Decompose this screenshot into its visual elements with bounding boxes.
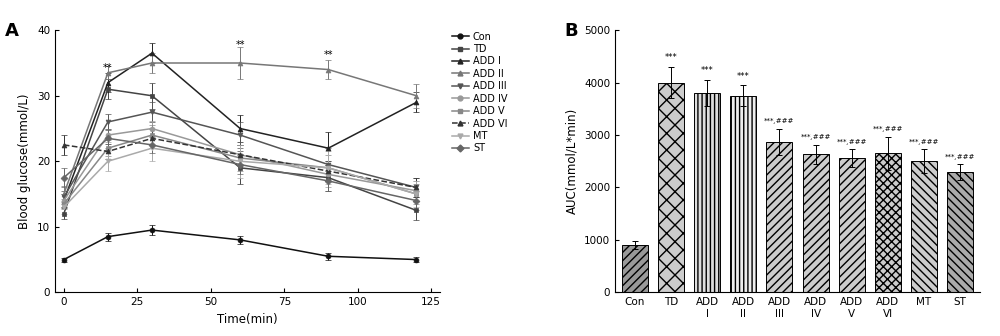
Text: ***,###: ***,### xyxy=(909,138,939,144)
Bar xyxy=(875,154,901,292)
Bar xyxy=(911,161,937,292)
Text: ***,###: ***,### xyxy=(873,126,903,132)
Bar xyxy=(839,158,865,292)
Text: ***,###: ***,### xyxy=(945,154,975,160)
Text: ***,###: ***,### xyxy=(800,134,831,140)
Y-axis label: AUC(mmol/L*min): AUC(mmol/L*min) xyxy=(565,108,578,214)
Text: ***: *** xyxy=(665,53,677,62)
Bar xyxy=(730,96,756,292)
Text: ***,###: ***,### xyxy=(764,118,795,124)
Y-axis label: Blood glucose(mmol/L): Blood glucose(mmol/L) xyxy=(18,93,31,229)
Text: **: ** xyxy=(324,50,333,60)
Bar xyxy=(803,155,829,292)
Text: ***: *** xyxy=(701,66,714,75)
Legend: Con, TD, ADD I, ADD II, ADD III, ADD IV, ADD V, ADD VI, MT, ST: Con, TD, ADD I, ADD II, ADD III, ADD IV,… xyxy=(448,28,511,157)
Text: **: ** xyxy=(235,40,245,50)
Bar xyxy=(694,93,720,292)
X-axis label: Time(min): Time(min) xyxy=(217,313,278,326)
Text: ***: *** xyxy=(737,72,750,81)
Bar xyxy=(658,83,684,292)
Bar xyxy=(622,245,648,292)
Text: B: B xyxy=(564,23,578,40)
Text: A: A xyxy=(5,23,19,40)
Bar xyxy=(947,172,973,292)
Bar xyxy=(766,142,792,292)
Text: ***,###: ***,### xyxy=(837,138,867,144)
Text: **: ** xyxy=(103,63,113,73)
